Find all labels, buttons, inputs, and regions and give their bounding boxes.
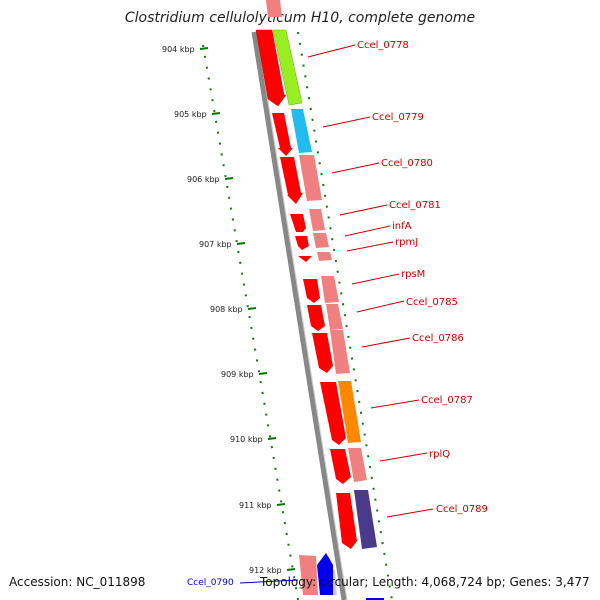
gene-arrow-ccel-0778-fwd[interactable]	[255, 29, 287, 107]
gene-label[interactable]: Ccel_0780	[381, 158, 433, 169]
gene-bar-rpmJ[interactable]	[317, 252, 332, 261]
tick-mark	[267, 437, 277, 440]
gene-arrow-ccel-0780-fwd[interactable]	[280, 157, 303, 204]
gene-bar-ccel-0785[interactable]	[326, 304, 343, 330]
tick-label: 904 kbp	[162, 45, 195, 54]
gene-arrow-ccel-0785-fwd[interactable]	[307, 305, 325, 331]
gene-label[interactable]: Ccel_0779	[372, 112, 424, 123]
tick-label: 907 kbp	[199, 240, 232, 249]
gene-label[interactable]: rpmJ	[395, 237, 418, 248]
accession-label: Accession: NC_011898	[9, 575, 146, 589]
gene-arrow-ccel-0786-fwd[interactable]	[312, 333, 333, 373]
gene-arrow-ccel-0790-blue[interactable]	[317, 553, 333, 595]
gene-arrow-ccel-0781-fwd[interactable]	[290, 214, 306, 232]
gene-bar-ccel-0778-top[interactable]	[266, 0, 282, 17]
tick-label: 909 kbp	[221, 370, 254, 379]
map-title: Clostridium cellulolyticum H10, complete…	[124, 10, 476, 26]
tick-mark	[286, 568, 296, 571]
gene-bar-ccel-0787[interactable]	[338, 381, 361, 443]
gene-bar-ccel-0780[interactable]	[299, 155, 322, 201]
gene-label[interactable]: rpsM	[401, 269, 425, 280]
gene-bar-rplQ[interactable]	[348, 448, 367, 482]
gene-bar-ccel-0789[interactable]	[354, 490, 377, 549]
outer-ruler	[297, 31, 393, 600]
genome-backbone	[251, 31, 347, 600]
gene-arrow-rplQ-fwd[interactable]	[330, 449, 351, 484]
gene-bar-rpsM[interactable]	[321, 276, 339, 303]
gene-label[interactable]: Ccel_0787	[421, 395, 473, 406]
tick-label: 906 kbp	[187, 175, 220, 184]
gene-label[interactable]: infA	[392, 221, 412, 232]
tick-label: 908 kbp	[210, 305, 243, 314]
gene-label[interactable]: Ccel_0778	[357, 40, 409, 51]
forward-strand-genes	[255, 29, 357, 595]
tick-label: 912 kbp	[249, 566, 282, 575]
gene-label[interactable]: Ccel_0785	[406, 297, 458, 308]
gene-link-ccel-0790[interactable]: Ccel_0790	[187, 578, 234, 588]
gene-bar-ccel-0779[interactable]	[291, 109, 312, 153]
gene-label[interactable]: Ccel_0789	[436, 504, 488, 515]
tick-mark	[199, 47, 209, 50]
gene-bar-ccel-0786[interactable]	[330, 330, 350, 374]
gene-arrow-ccel-0790-fwd[interactable]	[299, 555, 318, 595]
topology-info: Topology: circular; Length: 4,068,724 bp…	[260, 575, 590, 589]
colored-gene-bars	[266, 0, 384, 600]
tick-mark	[236, 242, 246, 245]
tick-mark	[276, 503, 286, 506]
gene-bar-ccel-0778[interactable]	[272, 29, 303, 106]
leader-lines	[307, 44, 434, 518]
genome-backbone-highlight	[256, 31, 348, 600]
tick-mark	[247, 307, 257, 310]
gene-bar-ccel-0781[interactable]	[309, 209, 325, 231]
tick-mark	[224, 177, 234, 180]
gene-arrow-infA-fwd[interactable]	[295, 236, 309, 250]
gene-arrow-ccel-0779-fwd[interactable]	[272, 113, 293, 156]
tick-label: 905 kbp	[174, 110, 207, 119]
gene-bar-infA[interactable]	[313, 233, 329, 248]
gene-label[interactable]: rplQ	[429, 449, 450, 460]
tick-label: 911 kbp	[239, 501, 272, 510]
gene-arrow-ccel-0787-fwd[interactable]	[320, 382, 346, 445]
tick-label: 910 kbp	[230, 435, 263, 444]
gene-arrow-rpsM-fwd[interactable]	[303, 279, 320, 303]
gene-label[interactable]: Ccel_0786	[412, 333, 464, 344]
tick-mark	[258, 372, 268, 375]
gene-label[interactable]: Ccel_0781	[389, 200, 441, 211]
gene-arrow-rpmJ-fwd[interactable]	[298, 256, 312, 262]
gene-arrow-ccel-0789-fwd[interactable]	[336, 493, 357, 549]
tick-mark	[211, 112, 221, 115]
footer-leader	[239, 579, 299, 584]
